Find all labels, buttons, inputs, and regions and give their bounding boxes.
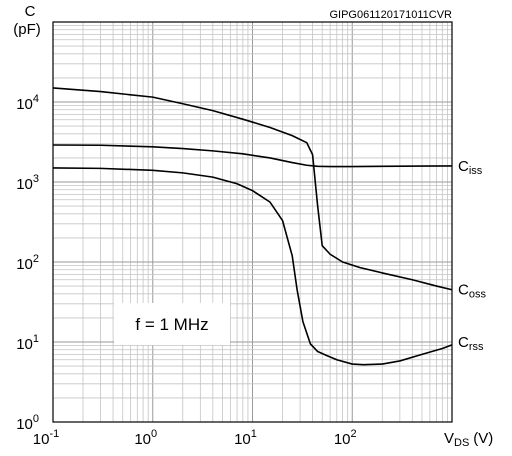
- frequency-annotation-box: [114, 303, 230, 345]
- x-tick-exponent: 1: [251, 428, 257, 440]
- x-tick-label: 10-1: [33, 428, 59, 448]
- y-tick-base: 10: [16, 96, 33, 113]
- y-tick-label: 100: [16, 413, 39, 433]
- y-tick-base: 10: [16, 416, 33, 433]
- frequency-annotation-text: f = 1 MHz: [135, 315, 208, 334]
- x-tick-base: 10: [234, 431, 251, 448]
- x-tick-label: 100: [134, 428, 157, 448]
- y-axis-label-unit: (pF): [13, 21, 41, 38]
- series-label-sub: iss: [469, 165, 483, 177]
- x-tick-label: 101: [234, 428, 257, 448]
- y-tick-exponent: 3: [33, 173, 39, 185]
- y-axis-label: C (pF): [13, 3, 41, 38]
- y-tick-exponent: 4: [33, 93, 39, 105]
- frequency-annotation: f = 1 MHz: [114, 303, 230, 345]
- y-tick-exponent: 2: [33, 253, 39, 265]
- grid: [52, 22, 452, 423]
- y-tick-base: 10: [16, 256, 33, 273]
- y-tick-exponent: 0: [33, 413, 39, 425]
- series-label-main: C: [458, 282, 469, 299]
- x-tick-exponent: -1: [49, 428, 59, 440]
- series-line-crss: [52, 167, 453, 366]
- series-label-ciss: Ciss: [458, 158, 483, 177]
- x-axis-label-main: V: [444, 430, 454, 447]
- series-label-crss: Crss: [458, 334, 484, 353]
- x-tick-base: 10: [134, 431, 151, 448]
- x-tick-labels: 10-1 100 101 102: [33, 428, 357, 448]
- x-tick-base: 10: [33, 431, 50, 448]
- x-axis-label: VDS (V): [444, 430, 493, 449]
- y-tick-base: 10: [16, 336, 33, 353]
- x-tick-label: 102: [334, 428, 357, 448]
- y-tick-label: 101: [16, 333, 39, 353]
- y-tick-exponent: 1: [33, 333, 39, 345]
- curves: [52, 87, 453, 366]
- y-tick-label: 102: [16, 253, 39, 273]
- x-axis-label-sub: DS: [454, 437, 469, 449]
- series-line-ciss: [52, 144, 453, 168]
- series-line-coss: [52, 87, 453, 291]
- series-label-sub: rss: [469, 341, 484, 353]
- x-tick-base: 10: [334, 431, 351, 448]
- series-label-main: C: [458, 158, 469, 175]
- series-label-sub: oss: [469, 289, 487, 301]
- x-tick-exponent: 2: [351, 428, 357, 440]
- y-tick-base: 10: [16, 176, 33, 193]
- y-tick-label: 104: [16, 93, 39, 113]
- x-axis-label-unit: (V): [473, 430, 493, 447]
- y-axis-label-main: C: [25, 3, 36, 20]
- x-tick-exponent: 0: [151, 428, 157, 440]
- plot-frame: [52, 21, 453, 423]
- y-tick-label: 103: [16, 173, 39, 193]
- series-label-coss: Coss: [458, 282, 486, 301]
- series-label-main: C: [458, 334, 469, 351]
- figure-id: GIPG061120171011CVR: [329, 9, 452, 21]
